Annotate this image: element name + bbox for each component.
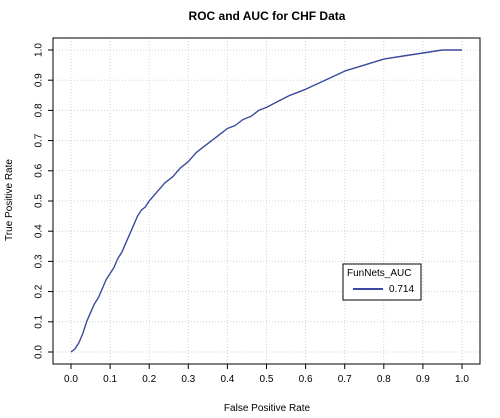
y-tick-label: 0.9 (34, 73, 45, 87)
x-tick-label: 0.1 (103, 374, 117, 385)
axes: 0.0 0.1 0.2 0.3 0.4 0.5 0.6 0.7 0.8 0.9 1.0 0.0 0.1 0… (34, 38, 480, 385)
y-tick-label: 0.7 (34, 133, 45, 147)
chart-title: ROC and AUC for CHF Data (189, 9, 346, 23)
y-axis-title: True Positive Rate (4, 159, 15, 241)
x-tick-label: 0.3 (181, 374, 195, 385)
y-tick-label: 0.0 (34, 345, 45, 359)
x-tick-label: 0.2 (142, 374, 156, 385)
x-tick-label: 0.4 (220, 374, 234, 385)
x-tick-label: 0.5 (260, 374, 274, 385)
x-tick-label: 0.6 (299, 374, 313, 385)
y-tick-label: 0.3 (34, 254, 45, 268)
x-tick-label: 0.9 (416, 374, 430, 385)
grid-lines (53, 38, 480, 364)
y-tick-label: 1.0 (34, 43, 45, 57)
legend-entry-label: 0.714 (389, 284, 414, 295)
x-tick-label: 1.0 (455, 374, 469, 385)
x-axis-title: False Positive Rate (224, 403, 311, 414)
x-tick-label: 0.7 (338, 374, 352, 385)
y-tick-label: 0.5 (34, 194, 45, 208)
x-tick-label: 0.8 (377, 374, 391, 385)
y-tick-label: 0.2 (34, 284, 45, 298)
y-tick-label: 0.8 (34, 103, 45, 117)
x-tick-label: 0.0 (64, 374, 78, 385)
legend: FunNets_AUC 0.714 (343, 264, 421, 300)
legend-title: FunNets_AUC (347, 268, 411, 279)
y-tick-label: 0.6 (34, 163, 45, 177)
y-tick-label: 0.4 (34, 224, 45, 238)
y-tick-label: 0.1 (34, 314, 45, 328)
